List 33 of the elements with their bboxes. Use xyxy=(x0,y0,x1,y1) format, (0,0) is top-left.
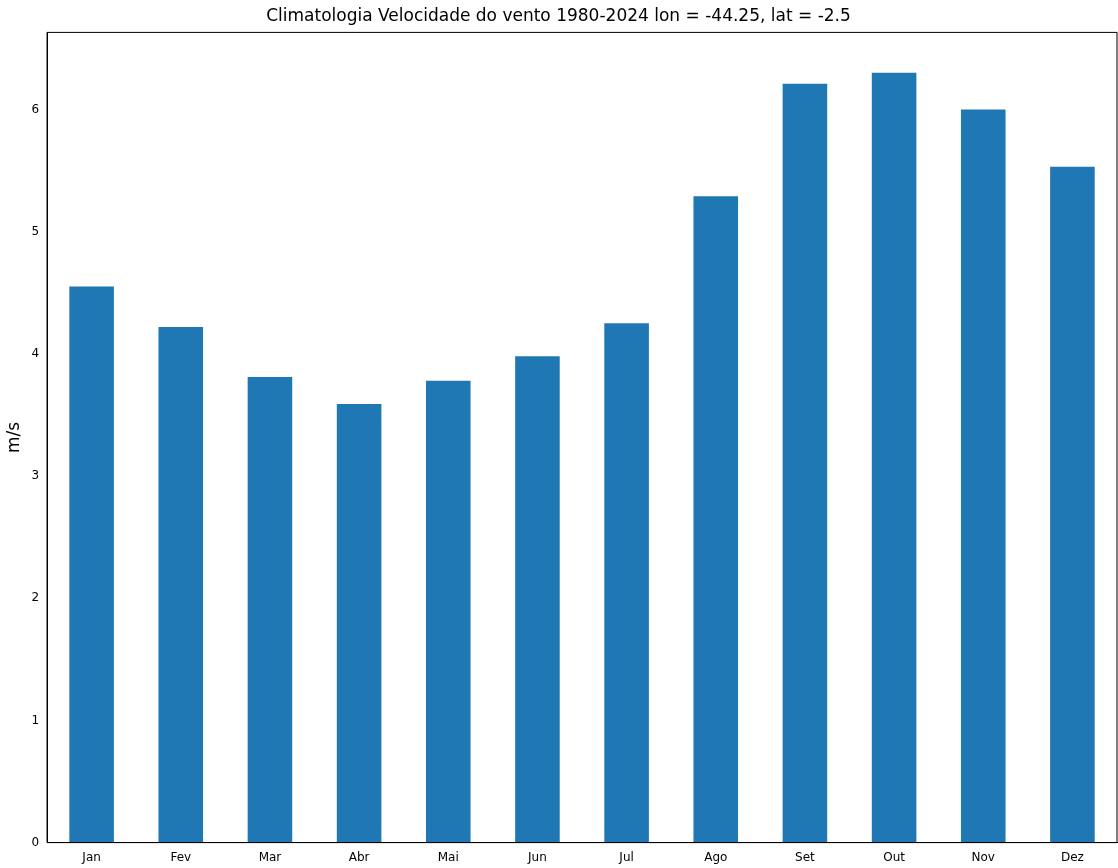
x-tick-label: Mar xyxy=(258,849,282,864)
x-tick-label: Set xyxy=(795,849,816,864)
y-tick-label: 2 xyxy=(31,590,40,605)
bar xyxy=(960,109,1006,843)
bar xyxy=(782,83,828,843)
y-tick-label: 0 xyxy=(31,834,40,849)
bar xyxy=(1050,166,1095,843)
x-tick-label: Dez xyxy=(1060,849,1084,864)
bar xyxy=(69,286,114,843)
x-tick-label: Jun xyxy=(527,849,547,864)
y-tick-label: 3 xyxy=(31,468,40,483)
bar xyxy=(871,72,917,843)
x-tick-label: Out xyxy=(883,849,906,864)
x-tick-label: Fev xyxy=(170,849,192,864)
bar xyxy=(604,323,649,843)
x-tick-label: Mai xyxy=(437,849,459,864)
bar xyxy=(158,326,204,843)
y-tick-label: 1 xyxy=(31,712,40,727)
bar xyxy=(693,196,739,843)
y-tick-label: 5 xyxy=(31,223,40,238)
chart-title: Climatologia Velocidade do vento 1980-2024 lon = -44.25, lat = -2.5 xyxy=(266,4,851,25)
bar xyxy=(425,380,471,843)
x-tick-label: Ago xyxy=(704,849,728,864)
y-tick-label: 6 xyxy=(31,101,40,116)
y-tick-label: 4 xyxy=(31,345,40,360)
bar xyxy=(515,356,560,843)
x-tick-label: Jan xyxy=(81,849,101,864)
y-axis-title: m/s xyxy=(2,421,23,454)
bar xyxy=(247,377,293,843)
x-tick-label: Jul xyxy=(618,849,634,864)
x-tick-label: Abr xyxy=(348,849,370,864)
bar xyxy=(336,403,382,843)
x-tick-label: Nov xyxy=(971,849,995,864)
